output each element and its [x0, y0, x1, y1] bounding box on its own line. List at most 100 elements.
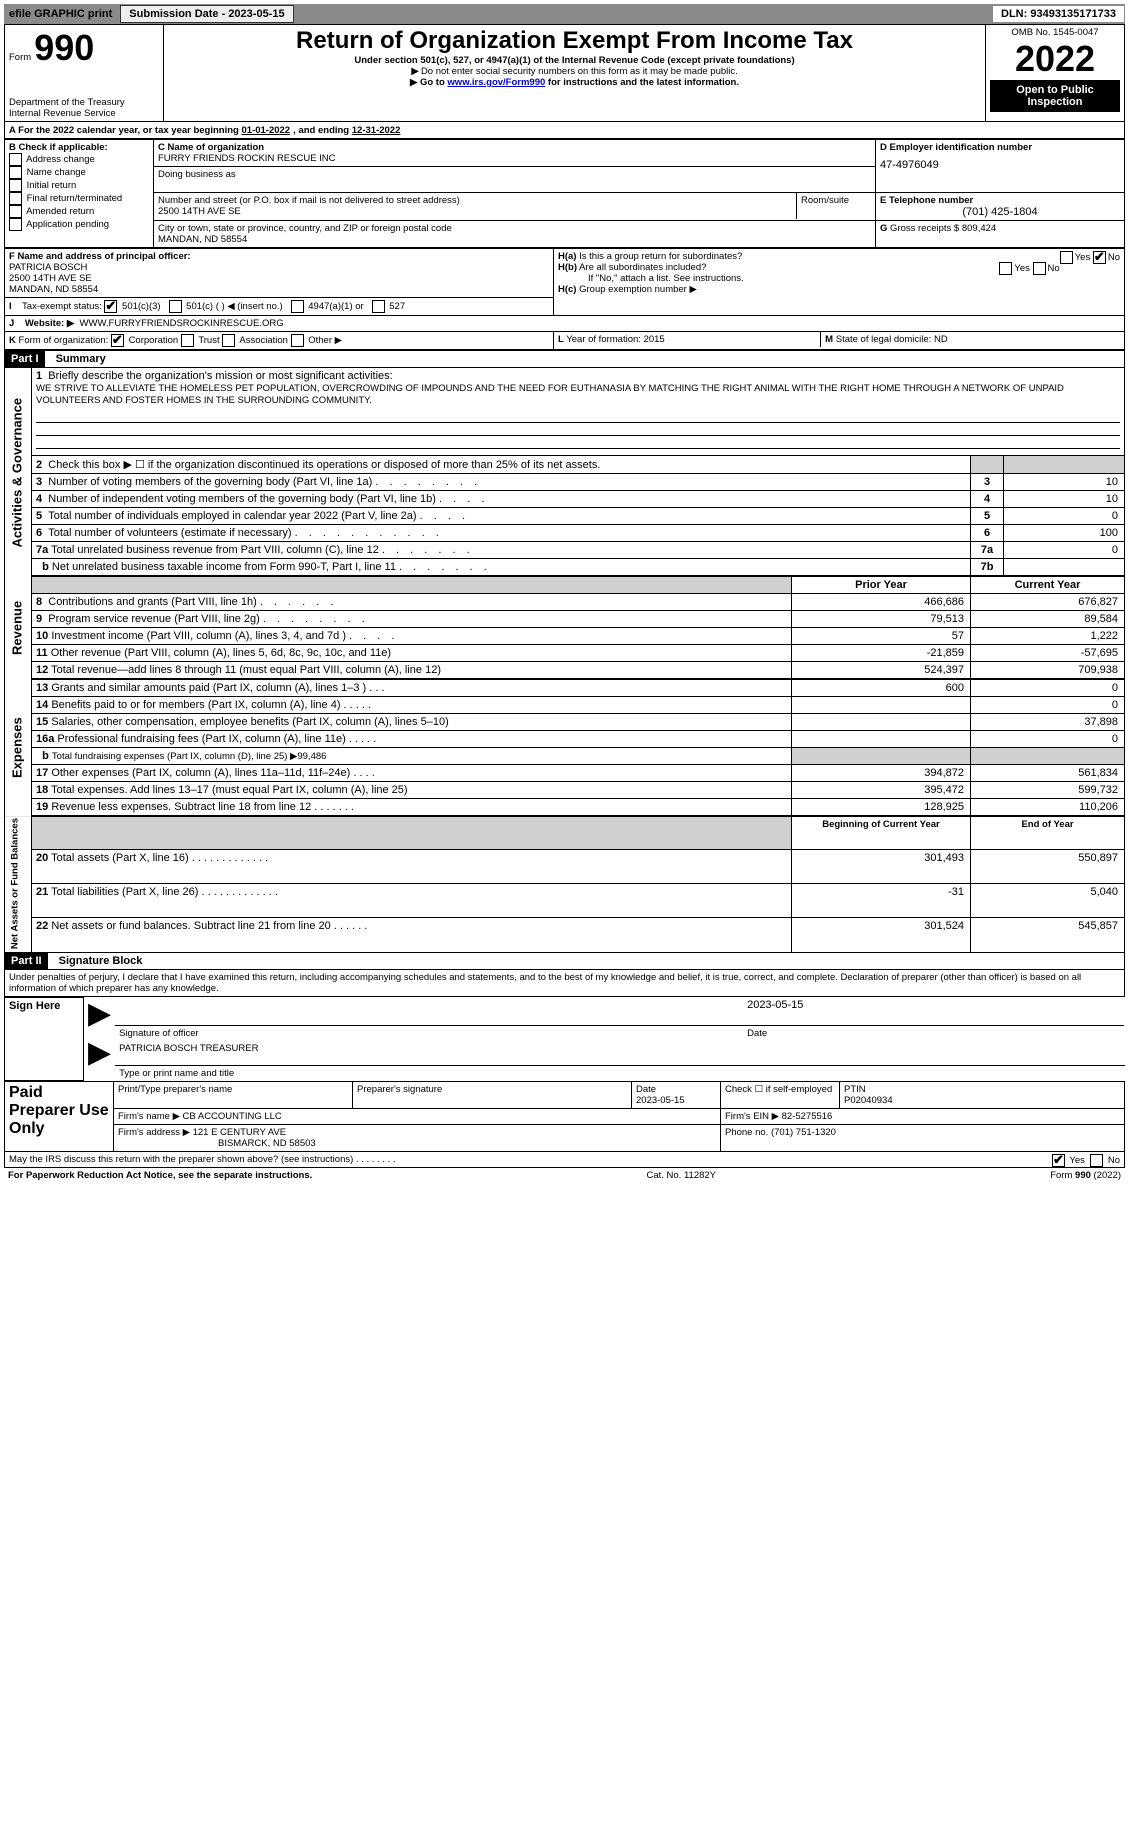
a-prefix: A For the 2022 calendar year, or tax yea… — [9, 125, 242, 136]
ha-yes[interactable] — [1060, 251, 1073, 264]
discuss-label: May the IRS discuss this return with the… — [9, 1154, 396, 1165]
cb-other[interactable] — [291, 334, 304, 347]
hb-label: Are all subordinates included? — [579, 262, 706, 273]
year-formation: 2015 — [644, 334, 665, 345]
hb-no[interactable] — [1033, 262, 1046, 275]
ein-value: 47-4976049 — [880, 159, 1120, 171]
state-domicile: ND — [934, 334, 948, 345]
form-header: Form 990 Department of the Treasury Inte… — [4, 24, 1125, 122]
prep-name-label: Print/Type preparer's name — [114, 1082, 353, 1109]
cb-4947[interactable] — [291, 300, 304, 313]
firm-ein: 82-5275516 — [782, 1111, 833, 1122]
a-begin: 01-01-2022 — [242, 125, 291, 136]
city-label: City or town, state or province, country… — [158, 223, 871, 234]
firm-phone: (701) 751-1320 — [771, 1127, 836, 1138]
row-7a: 7a Total unrelated business revenue from… — [5, 542, 1125, 559]
tax-year: 2022 — [990, 38, 1120, 80]
g-label: G — [880, 223, 887, 234]
row-7b: b Net unrelated business taxable income … — [5, 559, 1125, 577]
row-6: 6 Total number of volunteers (estimate i… — [5, 525, 1125, 542]
firm-name: CB ACCOUNTING LLC — [183, 1111, 282, 1122]
cb-corp[interactable] — [111, 334, 124, 347]
row-22: 22 Net assets or fund balances. Subtract… — [5, 918, 1125, 952]
header-block: B Check if applicable: Address change Na… — [4, 139, 1125, 248]
prep-sig-label: Preparer's signature — [353, 1082, 632, 1109]
form-title: Return of Organization Exempt From Incom… — [168, 27, 981, 55]
l1-label: Briefly describe the organization's miss… — [48, 370, 392, 382]
k-label: Form of organization: — [19, 335, 109, 346]
j-label: Website: ▶ — [25, 318, 74, 329]
open-public: Open to Public Inspection — [990, 80, 1120, 112]
sig-officer-label: Signature of officer — [115, 1026, 743, 1042]
prep-date: 2023-05-15 — [636, 1095, 685, 1106]
sign-here-label: Sign Here — [5, 997, 84, 1081]
irs-label: Internal Revenue Service — [9, 108, 159, 119]
sig-date-label: Date — [743, 1026, 1124, 1042]
part-i-subtitle: Summary — [56, 353, 106, 365]
hb-yes[interactable] — [999, 262, 1012, 275]
omb-number: OMB No. 1545-0047 — [990, 27, 1120, 38]
firm-name-label: Firm's name ▶ — [118, 1111, 180, 1122]
fhi-block: F Name and address of principal officer:… — [4, 248, 1125, 350]
goto-suffix: for instructions and the latest informat… — [545, 77, 739, 88]
firm-addr2: BISMARCK, ND 58503 — [218, 1138, 316, 1149]
cat-no: Cat. No. 11282Y — [646, 1170, 716, 1181]
discuss-no[interactable] — [1090, 1154, 1103, 1167]
cb-501c3[interactable] — [104, 300, 117, 313]
col-eoy: End of Year — [971, 816, 1125, 849]
part-i: Part I Summary Activities & Governance 1… — [4, 350, 1125, 953]
hc-label: Group exemption number ▶ — [579, 284, 697, 295]
row-14: 14 Benefits paid to or for members (Part… — [5, 697, 1125, 714]
firm-addr1: 121 E CENTURY AVE — [193, 1127, 286, 1138]
discuss-yes[interactable] — [1052, 1154, 1065, 1167]
row-17: 17 Other expenses (Part IX, column (A), … — [5, 765, 1125, 782]
cb-trust[interactable] — [181, 334, 194, 347]
checkbox-address[interactable] — [9, 153, 22, 166]
row-10: 10 Investment income (Part VIII, column … — [5, 628, 1125, 645]
officer-city: MANDAN, ND 58554 — [9, 284, 549, 295]
row-9: 9 Program service revenue (Part VIII, li… — [5, 611, 1125, 628]
a-mid: , and ending — [293, 125, 352, 136]
ptin-value: P02040934 — [844, 1095, 893, 1106]
section-b: B Check if applicable: Address change Na… — [5, 140, 154, 248]
goto-link[interactable]: www.irs.gov/Form990 — [447, 77, 545, 88]
f-label: F Name and address of principal officer: — [9, 251, 549, 262]
cb-527[interactable] — [372, 300, 385, 313]
street-label: Number and street (or P.O. box if mail i… — [158, 195, 792, 206]
row-11: 11 Other revenue (Part VIII, column (A),… — [5, 645, 1125, 662]
row-12: 12 Total revenue—add lines 8 through 11 … — [5, 662, 1125, 680]
ptin-label: PTIN — [844, 1084, 866, 1095]
part-i-label: Part I — [5, 351, 45, 367]
side-exp: Expenses — [5, 679, 32, 816]
d-label: D Employer identification number — [880, 142, 1120, 153]
cb-501c[interactable] — [169, 300, 182, 313]
row-15: 15 Salaries, other compensation, employe… — [5, 714, 1125, 731]
paid-preparer: Paid Preparer Use Only Print/Type prepar… — [4, 1081, 1125, 1152]
dept-treasury: Department of the Treasury — [9, 97, 159, 108]
l-label: Year of formation: — [566, 334, 641, 345]
col-prior: Prior Year — [792, 576, 971, 594]
declaration-text: Under penalties of perjury, I declare th… — [4, 970, 1125, 997]
cb-assoc[interactable] — [222, 334, 235, 347]
part-ii-label: Part II — [5, 953, 48, 969]
checkbox-name[interactable] — [9, 166, 22, 179]
c-name-label: C Name of organization — [158, 142, 871, 153]
submission-date-button[interactable]: Submission Date - 2023-05-15 — [120, 5, 293, 23]
ha-no[interactable] — [1093, 251, 1106, 264]
b-label: B Check if applicable: — [9, 142, 149, 153]
firm-ein-label: Firm's EIN ▶ — [725, 1111, 779, 1122]
col-current: Current Year — [971, 576, 1125, 594]
hb-note: If "No," attach a list. See instructions… — [588, 273, 744, 284]
row-20: 20 Total assets (Part X, line 16) . . . … — [5, 849, 1125, 883]
street-value: 2500 14TH AVE SE — [158, 206, 792, 217]
a-end: 12-31-2022 — [352, 125, 401, 136]
checkbox-initial[interactable] — [9, 179, 22, 192]
officer-name: PATRICIA BOSCH — [9, 262, 549, 273]
section-a: A For the 2022 calendar year, or tax yea… — [4, 122, 1125, 139]
self-emp-label: Check ☐ if self-employed — [721, 1082, 840, 1109]
checkbox-final[interactable] — [9, 192, 22, 205]
l2-label: Check this box ▶ ☐ if the organization d… — [48, 459, 600, 471]
checkbox-pending[interactable] — [9, 218, 22, 231]
officer-printed: PATRICIA BOSCH TREASURER — [115, 1041, 1124, 1065]
checkbox-amended[interactable] — [9, 205, 22, 218]
